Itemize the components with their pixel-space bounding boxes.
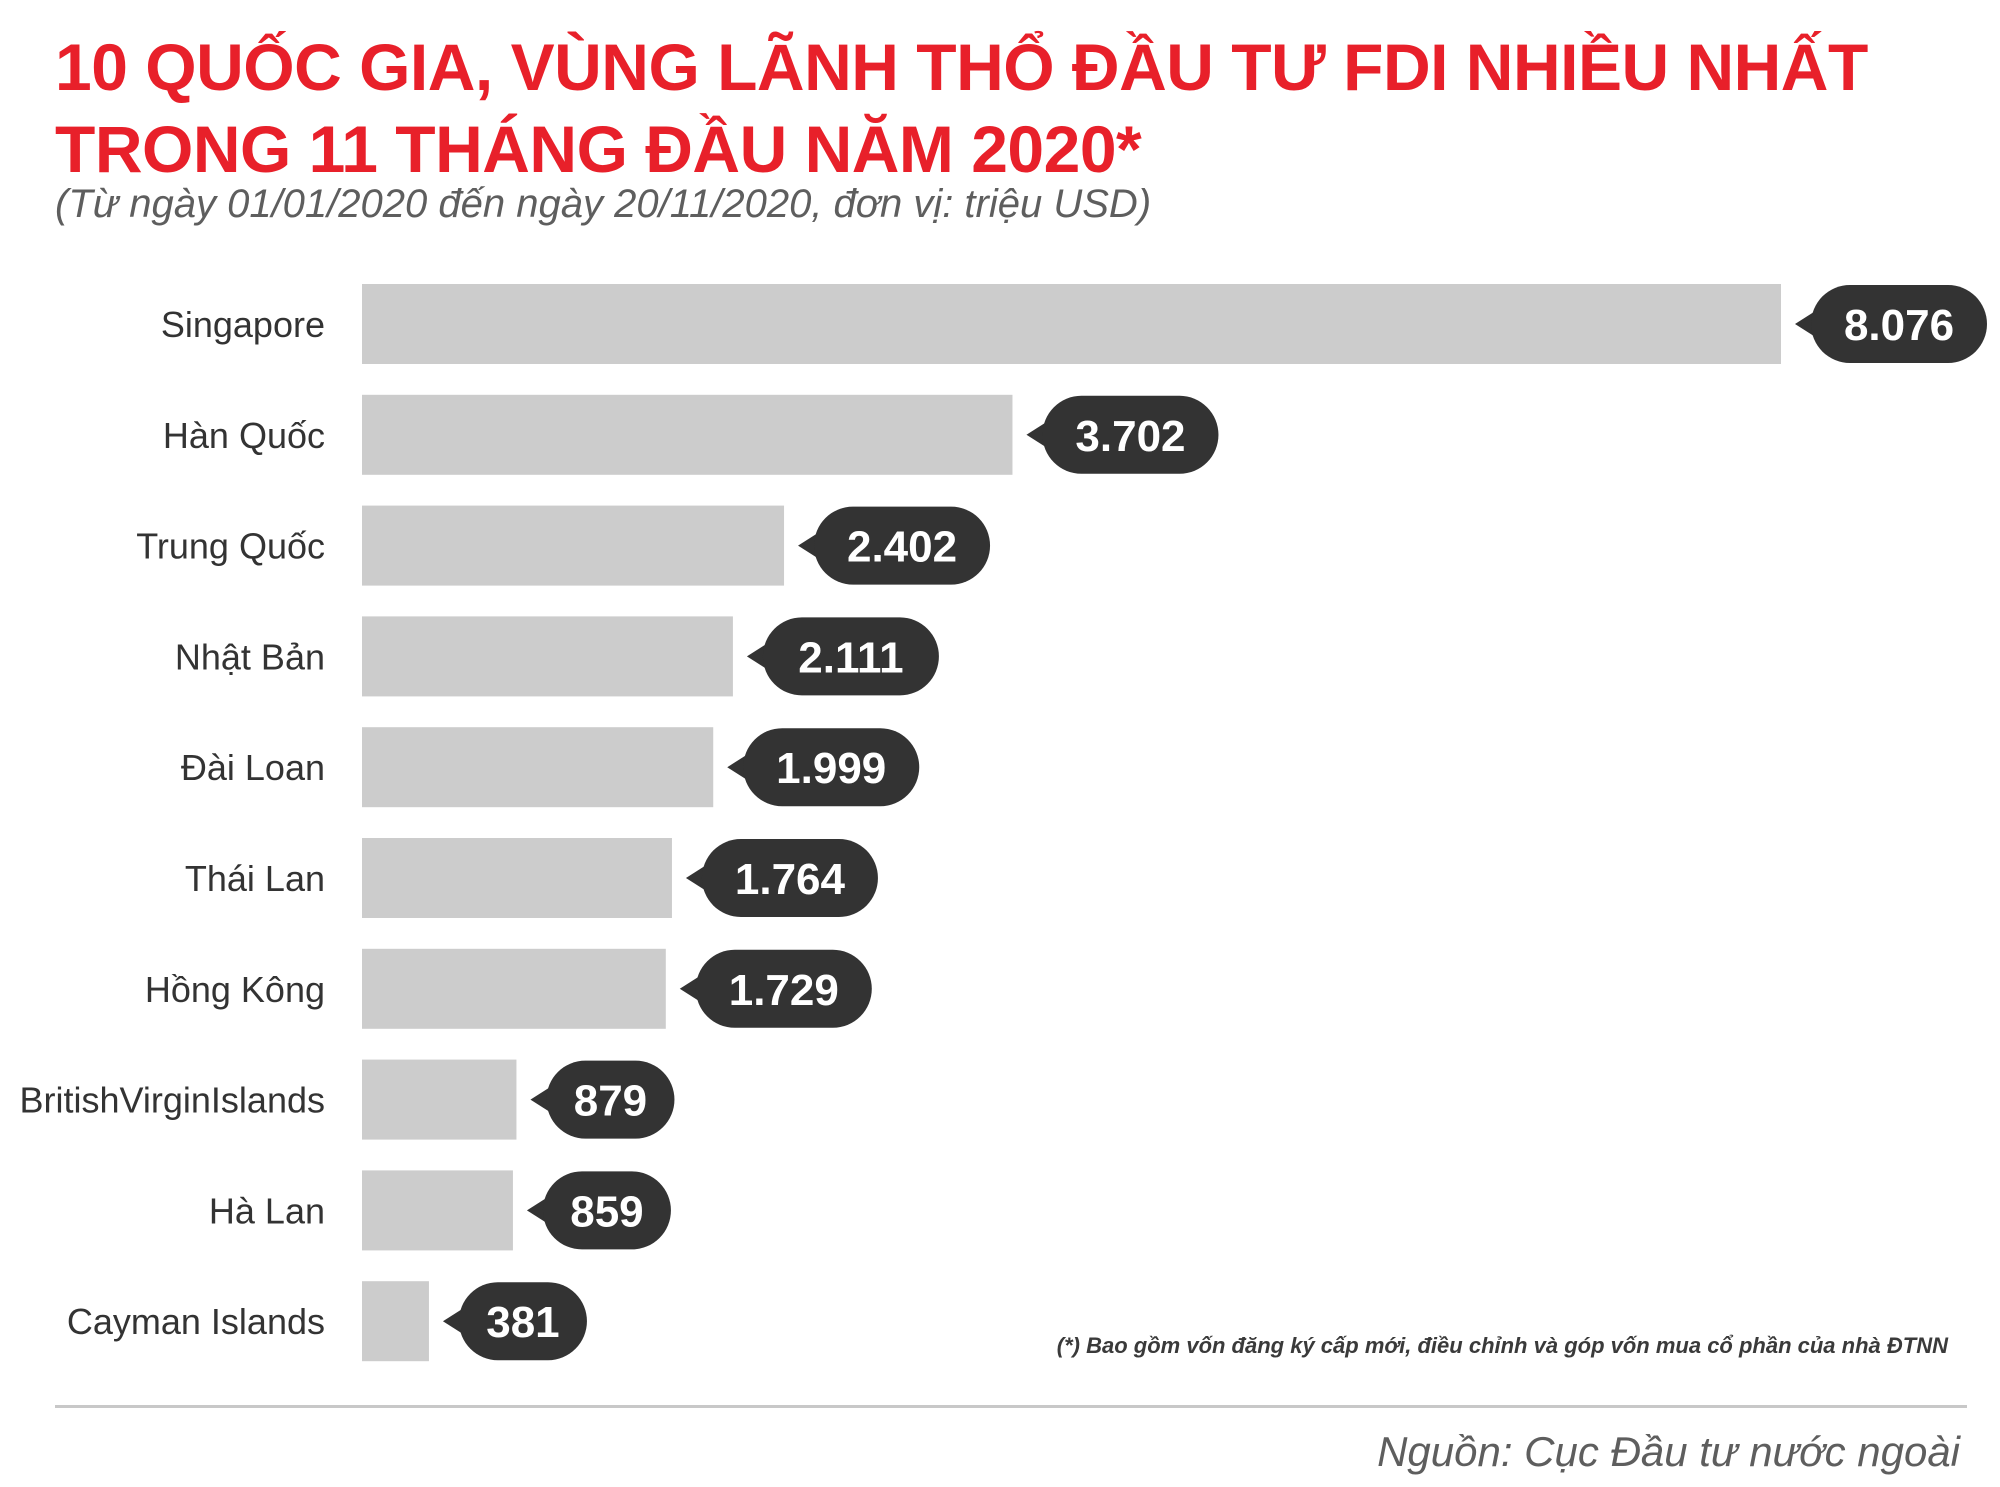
value-bubbles: 8.076 3.702 2.402 2.111 1.999 1.764 1.729 879 85… <box>442 285 1987 1361</box>
bar-6 <box>362 948 666 1029</box>
category-labels: Singapore Hàn Quốc Trung Quốc Nhật Bản Đài L… <box>20 304 325 1342</box>
value-bubble-5: 1.764 <box>685 839 878 917</box>
bubble-body-2 <box>814 506 991 585</box>
bar-0 <box>362 284 1781 364</box>
value-bubble-3: 2.111 <box>746 617 939 696</box>
value-bubble-0: 8.076 <box>1795 285 1987 363</box>
value-label-2: 2.402 <box>847 523 957 572</box>
chart-subtitle: (Từ ngày 01/01/2020 đến ngày 20/11/2020,… <box>55 182 1152 226</box>
value-bubble-1: 3.702 <box>1026 395 1219 474</box>
bar-2 <box>362 505 785 586</box>
value-label-7: 879 <box>574 1077 647 1126</box>
bubble-pointer-6 <box>679 974 702 1003</box>
title-line-2: TRONG 11 THÁNG ĐẦU NĂM 2020* <box>55 112 1142 186</box>
category-label-1: Hàn Quốc <box>163 415 325 456</box>
value-bubble-9: 381 <box>442 1282 587 1361</box>
category-label-5: Thái Lan <box>185 858 325 899</box>
bubble-body-9 <box>458 1282 587 1361</box>
value-bubble-8: 859 <box>526 1171 671 1250</box>
bubble-pointer-2 <box>798 531 821 560</box>
bubble-pointer-5 <box>685 864 708 892</box>
bar-8 <box>362 1170 513 1251</box>
bubble-pointer-0 <box>1795 310 1817 338</box>
value-bubble-4: 1.999 <box>727 728 920 807</box>
value-label-9: 381 <box>486 1298 559 1347</box>
value-bubble-2: 2.402 <box>798 506 991 585</box>
category-label-7: BritishVirginIslands <box>20 1080 325 1121</box>
bubble-pointer-1 <box>1026 420 1049 449</box>
divider <box>55 1405 1967 1408</box>
bar-3 <box>362 616 733 697</box>
value-label-6: 1.729 <box>729 966 839 1015</box>
bubble-body-3 <box>762 617 939 696</box>
bubble-pointer-9 <box>442 1307 465 1336</box>
bubble-body-1 <box>1042 395 1219 474</box>
category-label-8: Hà Lan <box>209 1190 325 1231</box>
bar-7 <box>362 1059 517 1140</box>
bubble-body-8 <box>542 1171 671 1250</box>
source-note: Nguồn: Cục Đầu tư nước ngoài <box>1377 1428 1960 1475</box>
bar-1 <box>362 394 1013 475</box>
bar-chart: Singapore Hàn Quốc Trung Quốc Nhật Bản Đài L… <box>20 284 1987 1362</box>
value-label-0: 8.076 <box>1844 301 1954 350</box>
bubble-body-4 <box>743 728 920 807</box>
bar-4 <box>362 727 714 808</box>
value-label-4: 1.999 <box>776 744 886 793</box>
value-label-1: 3.702 <box>1075 412 1185 461</box>
bubble-pointer-3 <box>746 642 769 671</box>
category-label-2: Trung Quốc <box>136 526 325 567</box>
value-bubble-7: 879 <box>530 1060 675 1139</box>
bubble-body-6 <box>695 949 872 1028</box>
value-label-3: 2.111 <box>798 633 903 682</box>
category-label-3: Nhật Bản <box>175 636 325 677</box>
bubble-pointer-8 <box>526 1196 549 1225</box>
category-label-0: Singapore <box>161 304 325 345</box>
value-label-8: 859 <box>570 1187 643 1236</box>
bubble-body-0 <box>1811 285 1987 363</box>
bars-group <box>362 284 1781 1362</box>
category-label-6: Hồng Kông <box>145 969 325 1010</box>
value-bubble-6: 1.729 <box>679 949 872 1028</box>
title-line-1: 10 QUỐC GIA, VÙNG LÃNH THỔ ĐẦU TƯ FDI NH… <box>55 30 1868 104</box>
bar-9 <box>362 1281 429 1362</box>
bubble-body-5 <box>701 839 878 917</box>
bar-5 <box>362 838 672 918</box>
footnote: (*) Bao gồm vốn đăng ký cấp mới, điều ch… <box>1056 1333 1948 1358</box>
bubble-body-7 <box>546 1060 675 1139</box>
category-label-4: Đài Loan <box>181 747 325 788</box>
bubble-pointer-7 <box>530 1085 553 1114</box>
bubble-pointer-4 <box>727 753 750 782</box>
chart-title: 10 QUỐC GIA, VÙNG LÃNH THỔ ĐẦU TƯ FDI NH… <box>55 26 1955 190</box>
value-label-5: 1.764 <box>735 855 846 904</box>
category-label-9: Cayman Islands <box>67 1301 325 1342</box>
